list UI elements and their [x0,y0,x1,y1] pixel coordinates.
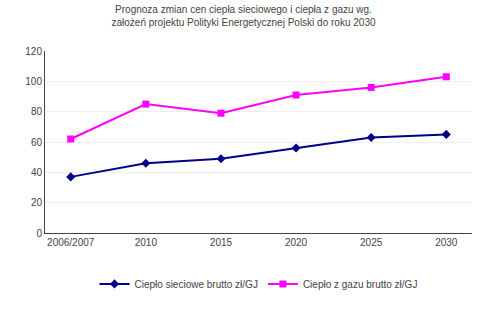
svg-text:20: 20 [31,197,43,208]
svg-text:2030: 2030 [435,237,458,248]
svg-text:2006/2007: 2006/2007 [47,237,95,248]
svg-text:Prognoza zmian cen ciepła siec: Prognoza zmian cen ciepła sieciowego i c… [111,4,375,28]
svg-text:40: 40 [31,167,43,178]
svg-text:120: 120 [25,46,42,57]
svg-text:100: 100 [25,76,42,87]
svg-text:2020: 2020 [285,237,308,248]
svg-text:Ciepło sieciowe brutto zł/GJ: Ciepło sieciowe brutto zł/GJ [135,279,258,290]
svg-text:80: 80 [31,106,43,117]
svg-text:Ciepło z gazu brutto zł/GJ: Ciepło z gazu brutto zł/GJ [303,279,418,290]
svg-text:60: 60 [31,137,43,148]
svg-text:2025: 2025 [360,237,383,248]
svg-text:0: 0 [36,228,42,239]
svg-text:2010: 2010 [135,237,158,248]
svg-text:2015: 2015 [210,237,233,248]
